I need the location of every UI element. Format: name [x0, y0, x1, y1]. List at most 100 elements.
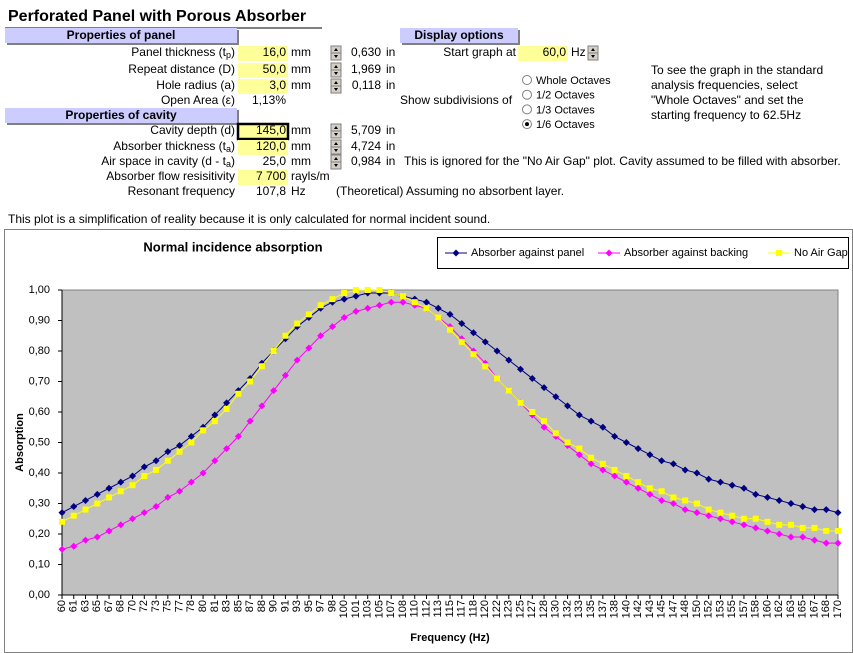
data-point [375, 301, 383, 309]
spinner-down [334, 149, 338, 152]
data-point [152, 503, 160, 511]
data-point [70, 512, 77, 519]
label-end: ) [231, 139, 235, 153]
data-point [258, 363, 265, 370]
data-point [387, 298, 395, 306]
spinner[interactable] [330, 62, 342, 78]
field-value: 16,0 [263, 45, 287, 59]
data-point [140, 463, 148, 471]
data-point [199, 469, 207, 477]
data-point [129, 472, 137, 480]
data-point [705, 506, 712, 513]
data-point [493, 347, 501, 355]
data-point [575, 411, 583, 419]
spinner[interactable] [330, 139, 342, 155]
data-point [517, 365, 525, 373]
spinner[interactable] [330, 45, 342, 61]
x-tick-label: 138 [609, 600, 621, 618]
data-point [364, 304, 372, 312]
section-header [400, 28, 518, 43]
legend-label: Absorber against panel [471, 247, 584, 259]
data-point [716, 478, 724, 486]
display-note: To see the graph in the standard [651, 63, 823, 77]
data-point [458, 320, 466, 328]
inch-value: 1,969 [351, 62, 381, 76]
display-note: starting frequency to 62.5Hz [651, 108, 801, 122]
data-point [328, 323, 336, 331]
data-point [810, 536, 818, 544]
data-point [740, 515, 747, 522]
spinner[interactable] [587, 45, 599, 61]
input-cell[interactable] [238, 46, 288, 61]
x-tick-label: 93 [291, 600, 303, 612]
y-tick-label: 0,20 [29, 528, 50, 540]
x-tick-label: 122 [491, 600, 503, 618]
data-point [317, 302, 324, 309]
radio-button[interactable] [522, 104, 532, 115]
data-point [422, 298, 430, 306]
data-point [364, 287, 371, 293]
radio-label[interactable]: 1/6 Octaves [536, 119, 595, 131]
data-point [505, 387, 512, 394]
inch-value: 0,984 [351, 154, 381, 168]
display-note: analysis frequencies, select [651, 78, 798, 92]
field-unit: Hz [291, 184, 306, 198]
data-point [70, 542, 78, 550]
data-point [564, 439, 571, 446]
inch-value: 5,709 [351, 123, 381, 137]
spinner[interactable] [330, 154, 342, 170]
spinner-up [334, 81, 338, 84]
data-point [305, 311, 312, 318]
data-point [505, 356, 513, 364]
radio-label[interactable]: Whole Octaves [536, 75, 611, 87]
data-point [634, 484, 642, 492]
data-point [105, 484, 113, 492]
label-end: ) [231, 45, 235, 59]
data-point [810, 506, 818, 514]
radio-label[interactable]: 1/3 Octaves [536, 104, 595, 116]
input-cell[interactable] [236, 122, 290, 141]
input-cell[interactable] [238, 170, 288, 185]
input-cell[interactable] [238, 63, 288, 78]
spinner-down [334, 164, 338, 167]
x-tick-label: 163 [785, 600, 797, 618]
data-point [822, 506, 830, 514]
label-end: ) [231, 154, 235, 168]
data-point [822, 539, 830, 547]
spinner[interactable] [330, 78, 342, 94]
data-point [188, 439, 195, 446]
inch-unit: in [386, 45, 395, 59]
x-tick-label: 75 [162, 600, 174, 612]
y-tick-label: 1,00 [29, 284, 50, 296]
x-tick-label: 158 [750, 600, 762, 618]
input-cell[interactable] [238, 140, 288, 155]
y-tick-label: 0,90 [29, 314, 50, 326]
field-value: 1,13% [252, 93, 286, 107]
radio-button[interactable] [522, 75, 532, 85]
data-point [153, 466, 160, 473]
data-point [681, 506, 689, 514]
legend-marker [776, 250, 782, 256]
x-tick-label: 77 [173, 600, 185, 612]
spinner-down [334, 88, 338, 91]
x-tick-label: 162 [773, 600, 785, 618]
data-point [587, 460, 595, 468]
label-text: Cavity depth (d) [150, 123, 235, 137]
data-point [658, 488, 665, 495]
data-point [399, 293, 406, 300]
data-point [834, 509, 842, 517]
input-cell[interactable] [238, 79, 288, 94]
input-cell[interactable] [518, 46, 568, 61]
inch-unit: in [386, 78, 395, 92]
spinner-up [334, 142, 338, 145]
x-tick-label: 67 [103, 600, 115, 612]
field-value: 120,0 [256, 139, 286, 153]
spinner[interactable] [330, 123, 342, 139]
data-point [399, 298, 407, 306]
radio-button[interactable] [522, 89, 532, 100]
y-tick-label: 0,40 [29, 467, 50, 479]
radio-label[interactable]: 1/2 Octaves [536, 90, 595, 102]
data-point [235, 390, 242, 397]
field-value: 25,0 [263, 154, 287, 168]
